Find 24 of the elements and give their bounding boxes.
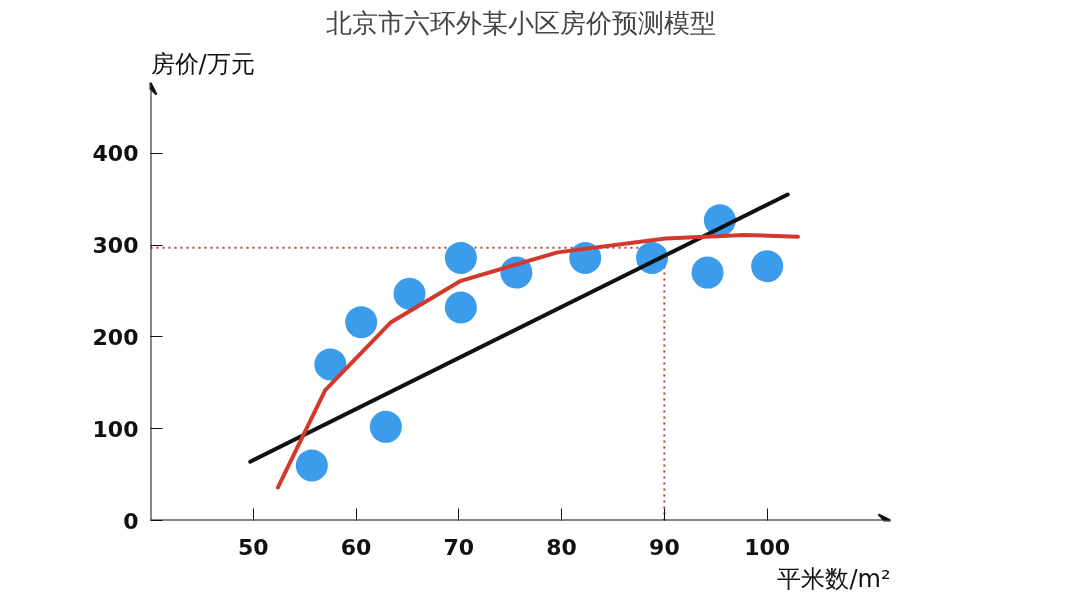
- x-tick-label: 80: [546, 534, 577, 560]
- point: [444, 291, 477, 324]
- point: [295, 449, 328, 482]
- y-tick-label: 100: [92, 416, 139, 442]
- x-axis-title: 平米数/m²: [777, 564, 891, 593]
- y-tick-label: 300: [92, 233, 139, 259]
- x-tick-label: 50: [237, 534, 269, 560]
- y-tick-label: 400: [92, 141, 139, 167]
- point: [345, 306, 378, 339]
- line-series: [275, 232, 800, 490]
- x-tick-label: 60: [340, 534, 372, 560]
- point: [314, 348, 347, 381]
- y-tick-label: 0: [123, 508, 139, 534]
- point: [369, 410, 402, 443]
- x-tick-label: 100: [744, 534, 791, 560]
- chart-title: 北京市六环外某小区房价预测模型: [325, 7, 716, 38]
- x-tick-label: 70: [443, 534, 475, 560]
- point: [691, 256, 724, 289]
- point: [393, 277, 426, 310]
- y-axis-title: 房价/万元: [150, 49, 255, 78]
- x-tick-label: 90: [649, 534, 680, 560]
- point: [751, 250, 784, 283]
- point: [444, 241, 477, 274]
- y-tick-label: 200: [92, 324, 139, 350]
